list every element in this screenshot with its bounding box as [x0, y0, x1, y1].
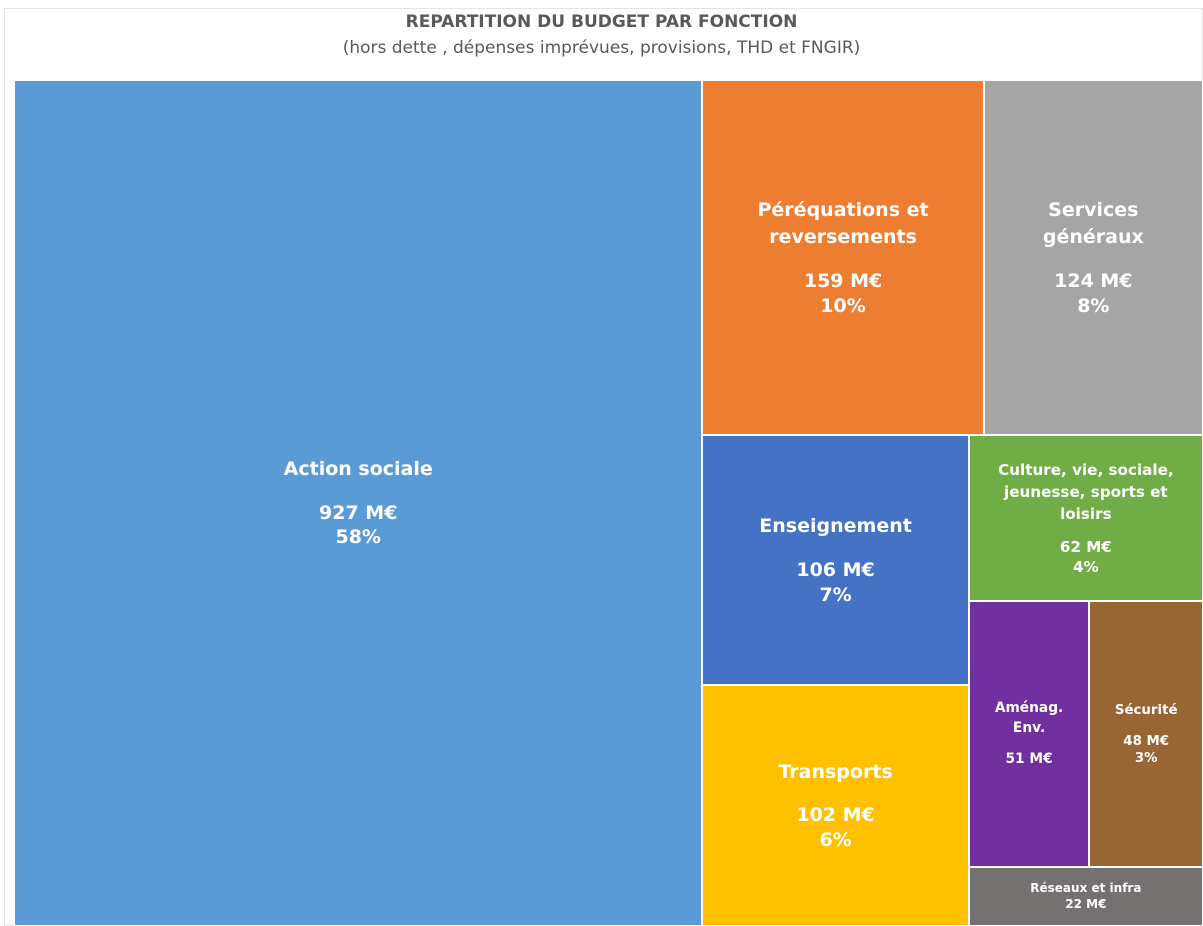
cell-label: Aménag. Env. [994, 700, 1064, 737]
chart-subtitle: (hors dette , dépenses imprévues, provis… [342, 38, 861, 58]
treemap-cell: Action sociale 927 M€ 58% [14, 80, 703, 926]
value-label: 106 M€ [796, 558, 875, 581]
share-label: 4% [1072, 558, 1099, 577]
share-label: 3% [1134, 750, 1158, 766]
share-label: 6% [819, 828, 852, 851]
treemap-cell: Réseaux et infra 22 M€ [968, 866, 1203, 926]
cell-label: Action sociale [283, 457, 433, 480]
value-label: 48 M€ [1123, 733, 1170, 749]
cell-label: Sécurité [1114, 703, 1178, 719]
cell-label: Péréquations et reversements [757, 198, 929, 249]
share-label: 58% [335, 526, 381, 549]
value-label: 159 M€ [803, 270, 883, 293]
treemap-cell: Péréquations et reversements 159 M€ 10% [702, 80, 984, 436]
share-label: 10% [820, 294, 866, 317]
cell-label: Enseignement [759, 515, 912, 538]
treemap-cell: Enseignement 106 M€ 7% [702, 435, 969, 686]
value-label: 51 M€ [1005, 751, 1053, 768]
value-label: 927 M€ [319, 501, 398, 524]
treemap-cell: Culture, vie, sociale, jeunesse, sports … [968, 435, 1203, 602]
treemap-cell: Sécurité 48 M€ 3% [1089, 601, 1203, 867]
cell-label: Culture, vie, sociale, jeunesse, sports … [998, 460, 1174, 523]
cell-label: Réseaux et infra [1030, 880, 1142, 895]
value-label: 62 M€ [1059, 538, 1112, 557]
chart-title: REPARTITION DU BUDGET PAR FONCTION [405, 12, 798, 32]
treemap-cell: Aménag. Env. 51 M€ [968, 601, 1090, 867]
value-label: 124 M€ [1054, 270, 1133, 293]
treemap-cell: Services généraux 124 M€ 8% [983, 80, 1203, 436]
share-label: 7% [819, 583, 852, 606]
cell-label: Services généraux [1042, 198, 1144, 249]
treemap-cell: Transports 102 M€ 6% [702, 685, 969, 926]
cell-label: Transports [778, 760, 893, 783]
share-label: 8% [1077, 294, 1110, 317]
value-label: 102 M€ [796, 804, 875, 827]
value-label: 22 M€ [1065, 897, 1107, 912]
